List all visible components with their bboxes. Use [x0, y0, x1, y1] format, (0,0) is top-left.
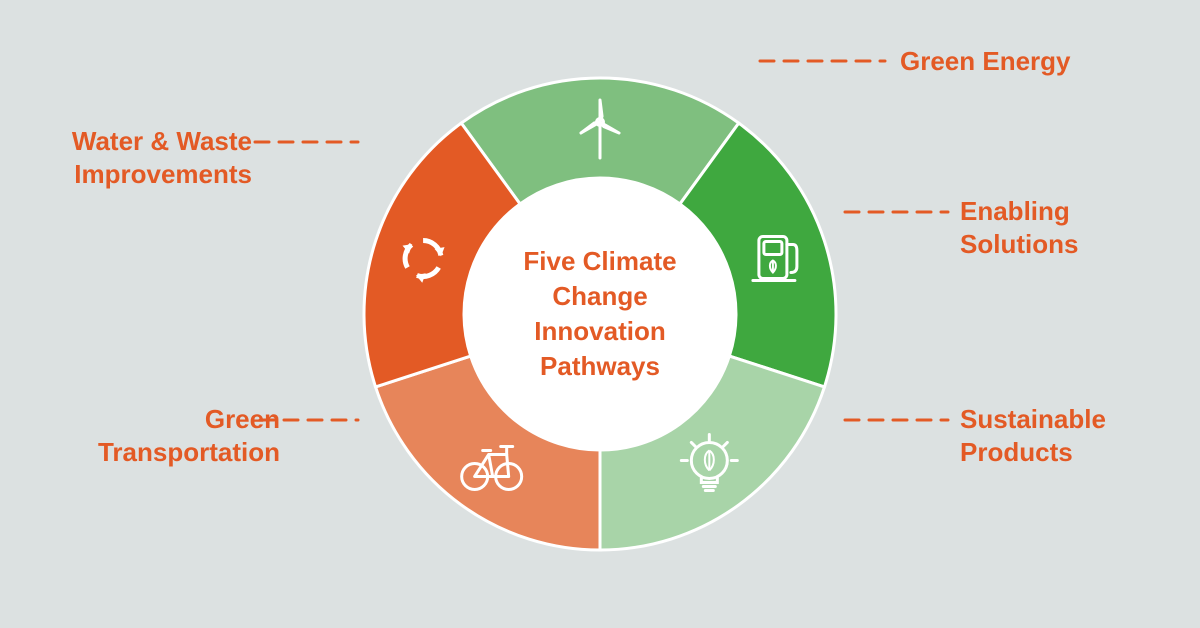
label-water-waste: Water & Waste Improvements: [62, 125, 252, 190]
label-enabling-solutions: Enabling Solutions: [960, 195, 1078, 260]
center-title: Five Climate Change Innovation Pathways: [500, 244, 700, 384]
label-green-transportation: Green Transportation: [90, 403, 280, 468]
label-green-energy: Green Energy: [900, 45, 1071, 78]
label-sustainable-products: Sustainable Products: [960, 403, 1106, 468]
infographic-stage: Five Climate Change Innovation Pathways …: [0, 0, 1200, 628]
